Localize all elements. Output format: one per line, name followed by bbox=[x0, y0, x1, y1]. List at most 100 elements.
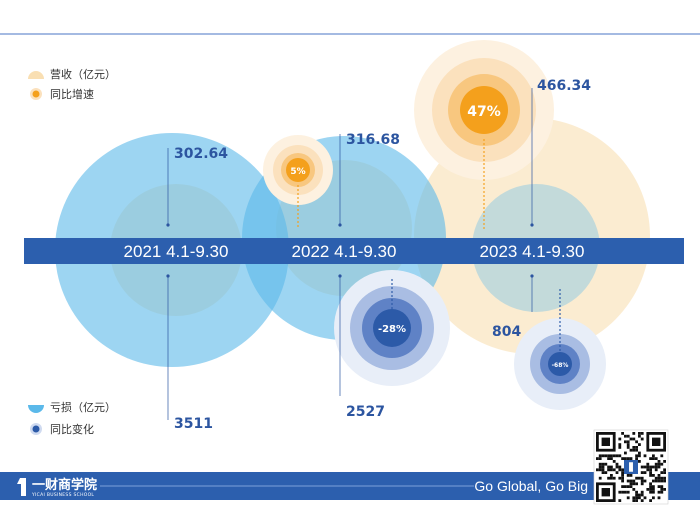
qr-cell bbox=[649, 499, 652, 502]
qr-cell bbox=[598, 462, 602, 466]
loss-leader-dot-2 bbox=[530, 274, 534, 278]
qr-cell bbox=[649, 482, 652, 486]
qr-cell bbox=[638, 496, 641, 500]
qr-cell bbox=[660, 476, 664, 480]
qr-cell bbox=[660, 479, 664, 483]
qr-cell bbox=[635, 493, 638, 497]
growth-revenue-connector-2-dot bbox=[483, 207, 485, 209]
qr-cell bbox=[618, 437, 622, 441]
qr-cell bbox=[596, 457, 599, 460]
qr-cell bbox=[635, 454, 638, 458]
qr-cell bbox=[626, 434, 630, 438]
growth-loss-connector-1-dot bbox=[391, 287, 393, 289]
qr-cell bbox=[646, 468, 650, 472]
growth-loss-connector-2-dot bbox=[559, 337, 561, 339]
qr-cell bbox=[649, 457, 652, 460]
qr-finder-core bbox=[601, 437, 610, 446]
growth-loss-label-2: -68% bbox=[552, 362, 569, 369]
legend-revenue-swatch bbox=[28, 71, 44, 79]
qr-cell bbox=[640, 465, 644, 469]
qr-cell bbox=[607, 457, 610, 460]
period-label-2: 2023 4.1-9.30 bbox=[480, 242, 585, 261]
growth-loss-connector-2-dot bbox=[559, 321, 561, 323]
qr-cell bbox=[657, 462, 661, 466]
qr-cell bbox=[601, 465, 605, 469]
qr-cell bbox=[610, 476, 613, 480]
qr-cell bbox=[626, 440, 630, 444]
footer-slogan: Go Global, Go Big bbox=[474, 478, 588, 494]
growth-revenue-connector-2-dot bbox=[483, 163, 485, 165]
qr-cell bbox=[607, 465, 610, 469]
qr-cell bbox=[649, 474, 652, 477]
qr-cell bbox=[610, 468, 613, 472]
qr-cell bbox=[657, 474, 661, 477]
growth-revenue-connector-2-dot bbox=[483, 167, 485, 169]
growth-loss-connector-2-dot bbox=[559, 297, 561, 299]
qr-cell bbox=[638, 434, 641, 438]
qr-cell bbox=[649, 485, 652, 488]
period-label-1: 2022 4.1-9.30 bbox=[292, 242, 397, 261]
qr-cell bbox=[621, 479, 624, 483]
qr-cell bbox=[626, 485, 630, 488]
loss-value-1: 2527 bbox=[346, 404, 385, 420]
qr-cell bbox=[635, 440, 638, 444]
growth-revenue-connector-1-dot bbox=[297, 213, 299, 215]
qr-cell bbox=[598, 476, 602, 480]
growth-revenue-connector-1-dot bbox=[297, 221, 299, 223]
qr-cell bbox=[632, 432, 636, 435]
qr-cell bbox=[638, 476, 641, 480]
qr-cell bbox=[652, 479, 655, 483]
qr-cell bbox=[612, 468, 616, 472]
qr-cell bbox=[615, 465, 619, 469]
growth-revenue-connector-1-dot bbox=[297, 205, 299, 207]
qr-cell bbox=[640, 499, 644, 502]
growth-revenue-connector-2-dot bbox=[483, 171, 485, 173]
qr-cell bbox=[598, 457, 602, 460]
qr-cell bbox=[643, 471, 647, 474]
period-band: 2021 4.1-9.30 2022 4.1-9.30 2023 4.1-9.30 bbox=[24, 238, 684, 264]
qr-cell bbox=[640, 482, 644, 486]
qr-cell bbox=[629, 474, 633, 477]
growth-revenue-connector-1-dot bbox=[297, 217, 299, 219]
qr-cell bbox=[621, 468, 624, 472]
growth-revenue-2-ring-3 bbox=[460, 86, 508, 134]
revenue-value-0: 302.64 bbox=[174, 146, 228, 162]
growth-loss-connector-2-dot bbox=[559, 349, 561, 351]
growth-revenue-connector-2-dot bbox=[483, 159, 485, 161]
qr-cell bbox=[618, 443, 622, 446]
qr-cell bbox=[660, 490, 664, 494]
qr-cell bbox=[621, 476, 624, 480]
qr-cell bbox=[663, 460, 666, 463]
qr-cell bbox=[649, 468, 652, 472]
qr-cell bbox=[618, 446, 622, 449]
qr-cell bbox=[601, 462, 605, 466]
qr-code-icon bbox=[596, 432, 666, 502]
qr-cell bbox=[635, 457, 638, 460]
qr-cell bbox=[638, 460, 641, 463]
qr-cell bbox=[618, 490, 622, 494]
legend-loss-label: 亏损（亿元） bbox=[50, 400, 116, 414]
qr-cell bbox=[649, 488, 652, 491]
qr-cell bbox=[632, 446, 636, 449]
qr-cell bbox=[601, 471, 605, 474]
growth-revenue-connector-1-dot bbox=[297, 185, 299, 187]
growth-bubbles: 5% 47% -28% -68% bbox=[263, 40, 606, 410]
growth-loss-connector-2-dot bbox=[559, 329, 561, 331]
qr-cell bbox=[654, 468, 658, 472]
legend-loss-swatch bbox=[28, 405, 44, 413]
growth-revenue-connector-2-dot bbox=[483, 223, 485, 225]
revenue-leader-dot-2 bbox=[530, 223, 534, 227]
qr-cell bbox=[632, 437, 636, 441]
qr-cell bbox=[654, 465, 658, 469]
qr-cell bbox=[654, 462, 658, 466]
qr-cell bbox=[657, 465, 661, 469]
growth-revenue-connector-2-dot bbox=[483, 147, 485, 149]
qr-cell bbox=[632, 499, 636, 502]
qr-cell bbox=[663, 471, 666, 474]
footer-brand-sub: YICAI BUSINESS SCHOOL bbox=[31, 492, 94, 498]
growth-revenue-connector-1 bbox=[297, 185, 299, 227]
qr-cell bbox=[663, 468, 666, 472]
growth-revenue-connector-1-dot bbox=[297, 193, 299, 195]
qr-cell bbox=[624, 434, 627, 438]
